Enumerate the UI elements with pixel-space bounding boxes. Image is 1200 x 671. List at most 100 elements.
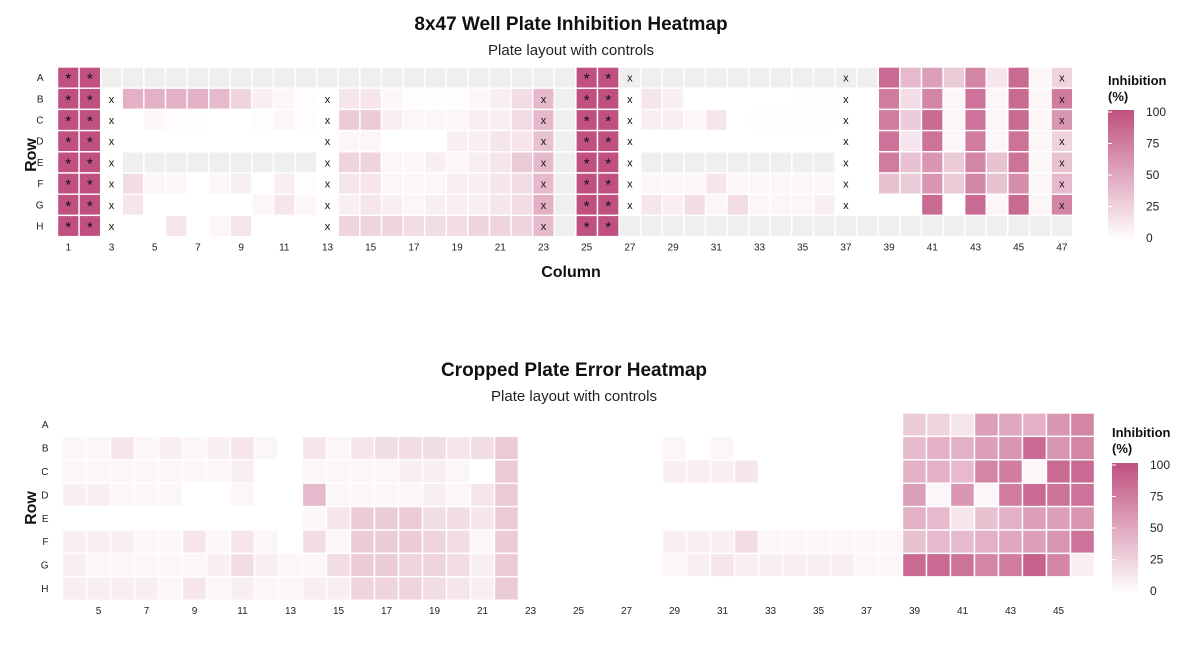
heatmap-1-cell-G20 — [467, 193, 491, 217]
heatmap-2-cell-H17 — [373, 576, 400, 601]
heatmap-1-cell-F32 — [726, 172, 750, 195]
heatmap-2-cell-H21 — [469, 576, 496, 601]
heatmap-1-x-marker: x — [627, 115, 633, 127]
heatmap-1-star-marker: * — [87, 198, 93, 215]
heatmap-2-cell-E41 — [949, 505, 976, 531]
heatmap-2-cell-D22 — [493, 482, 520, 508]
heatmap-1-cell-C14 — [337, 108, 361, 132]
heatmap-2-cell-F22 — [493, 529, 520, 555]
heatmap-1-column-tick: 7 — [195, 243, 201, 254]
heatmap-1-cell-G6 — [164, 193, 188, 217]
heatmap-1-cell-C19 — [445, 108, 469, 132]
heatmap-2-legend-tick-label: 100 — [1150, 458, 1170, 472]
heatmap-2-column-tick: 35 — [813, 606, 825, 617]
heatmap-2-cell-F33 — [757, 529, 784, 555]
heatmap-2-cell-E15 — [325, 505, 352, 531]
heatmap-1-star-marker: * — [605, 177, 611, 194]
heatmap-1-cell-H20 — [467, 214, 491, 238]
heatmap-2-cell-F45 — [1045, 529, 1072, 555]
heatmap-1-cell-E16 — [380, 151, 404, 174]
heatmap-2-cell-B32 — [733, 435, 760, 461]
heatmap-2-cell-C46 — [1069, 459, 1096, 484]
heatmap-1-cell-C40 — [899, 108, 923, 132]
heatmap-1-cell-H19 — [445, 214, 469, 238]
heatmap-2-cell-H22 — [493, 576, 520, 601]
heatmap-1-cell-F15 — [359, 172, 383, 195]
heatmap-1-cell-F30 — [683, 172, 707, 195]
heatmap-2-cell-C10 — [205, 459, 232, 484]
heatmap-2-column-tick: 39 — [909, 606, 921, 617]
heatmap-1-ylabel: Row — [23, 138, 40, 172]
heatmap-1-cell-A16 — [380, 66, 404, 89]
heatmap-1-column-tick: 41 — [927, 243, 939, 254]
heatmap-1-cell-B36 — [812, 87, 836, 111]
heatmap-1-cell-E8 — [207, 151, 231, 174]
heatmap-1-cell-A17 — [402, 66, 426, 89]
heatmap-1-cell-H7 — [186, 214, 210, 238]
heatmap-2-cell-G35 — [805, 552, 832, 578]
heatmap-2-cell-B38 — [877, 435, 904, 461]
heatmap-2-row-tick: H — [41, 584, 48, 595]
heatmap-2-cell-F38 — [877, 529, 904, 555]
heatmap-1-cell-F21 — [488, 172, 512, 195]
heatmap-2-cell-A42 — [973, 412, 1000, 438]
heatmap-1-x-marker: x — [325, 200, 331, 212]
heatmap-1-x-marker: x — [1059, 179, 1065, 191]
heatmap-1-cell-G21 — [488, 193, 512, 217]
heatmap-1-cell-F42 — [942, 172, 966, 195]
heatmap-1-cell-F41 — [920, 172, 944, 195]
heatmap-2-cell-E40 — [925, 505, 952, 531]
heatmap-1-cell-G41 — [920, 193, 944, 217]
heatmap-2-cell-E21 — [469, 505, 496, 531]
heatmap-2-cell-G45 — [1045, 552, 1072, 578]
heatmap-1-column-tick: 45 — [1013, 243, 1025, 254]
heatmap-1-cell-D7 — [186, 129, 210, 153]
heatmap-2-cell-E46 — [1069, 505, 1096, 531]
heatmap-1-cell-G45 — [1007, 193, 1031, 217]
heatmap-1-column-tick: 19 — [452, 243, 464, 254]
heatmap-2-cell-B19 — [421, 435, 448, 461]
heatmap-1-x-marker: x — [541, 179, 547, 191]
heatmap-2-cell-G34 — [781, 552, 808, 578]
heatmap-1-cell-F39 — [877, 172, 901, 195]
heatmap-2-cell-G38 — [877, 552, 904, 578]
heatmap-2-cell-E43 — [997, 505, 1024, 531]
heatmap-2-cell-F42 — [973, 529, 1000, 555]
heatmap-2-cell-F17 — [373, 529, 400, 555]
heatmap-2-column-tick: 29 — [669, 606, 681, 617]
heatmap-1-cell-F44 — [985, 172, 1009, 195]
heatmap-2-cell-F44 — [1021, 529, 1048, 555]
heatmap-1-cell-E31 — [704, 151, 728, 174]
heatmap-1-column-tick: 33 — [754, 243, 766, 254]
heatmap-2-cell-D14 — [301, 482, 328, 508]
heatmap-2-cell-H9 — [181, 576, 208, 601]
heatmap-2-cell-B29 — [661, 435, 688, 461]
heatmap-1-row-tick: G — [36, 200, 44, 211]
heatmap-1-cell-H14 — [337, 214, 361, 238]
heatmap-1-cell-F28 — [640, 172, 664, 195]
heatmap-1-cell-C32 — [726, 108, 750, 132]
heatmap-2-cell-D39 — [901, 482, 928, 508]
heatmap-2-cell-D37 — [853, 482, 880, 508]
heatmap-1-cell-B34 — [769, 87, 793, 111]
heatmap-2-cell-D38 — [877, 482, 904, 508]
heatmap-1-cell-C21 — [488, 108, 512, 132]
heatmap-1-cell-B12 — [294, 87, 318, 111]
heatmap-1-cell-E43 — [964, 151, 988, 174]
heatmap-2-cell-C11 — [229, 459, 256, 484]
heatmap-1-cell-E14 — [337, 151, 361, 174]
heatmap-2-legend-ticks: 100 75 50 25 0 — [1112, 458, 1170, 598]
heatmap-1-cell-C36 — [812, 108, 836, 132]
heatmap-1-x-marker: x — [541, 157, 547, 169]
heatmap-1-cell-A24 — [553, 66, 577, 89]
heatmap-2-cell-C9 — [181, 459, 208, 484]
heatmap-1-cell-C43 — [964, 108, 988, 132]
heatmap-1-column-tick: 13 — [322, 243, 334, 254]
heatmap-1-cell-B39 — [877, 87, 901, 111]
heatmap-1-cell-H31 — [704, 214, 728, 238]
heatmap-1-cell-G9 — [229, 193, 253, 217]
heatmap-1-cell-B33 — [748, 87, 772, 111]
heatmap-1-cell-H43 — [964, 214, 988, 238]
heatmap-1-cell-F31 — [704, 172, 728, 195]
